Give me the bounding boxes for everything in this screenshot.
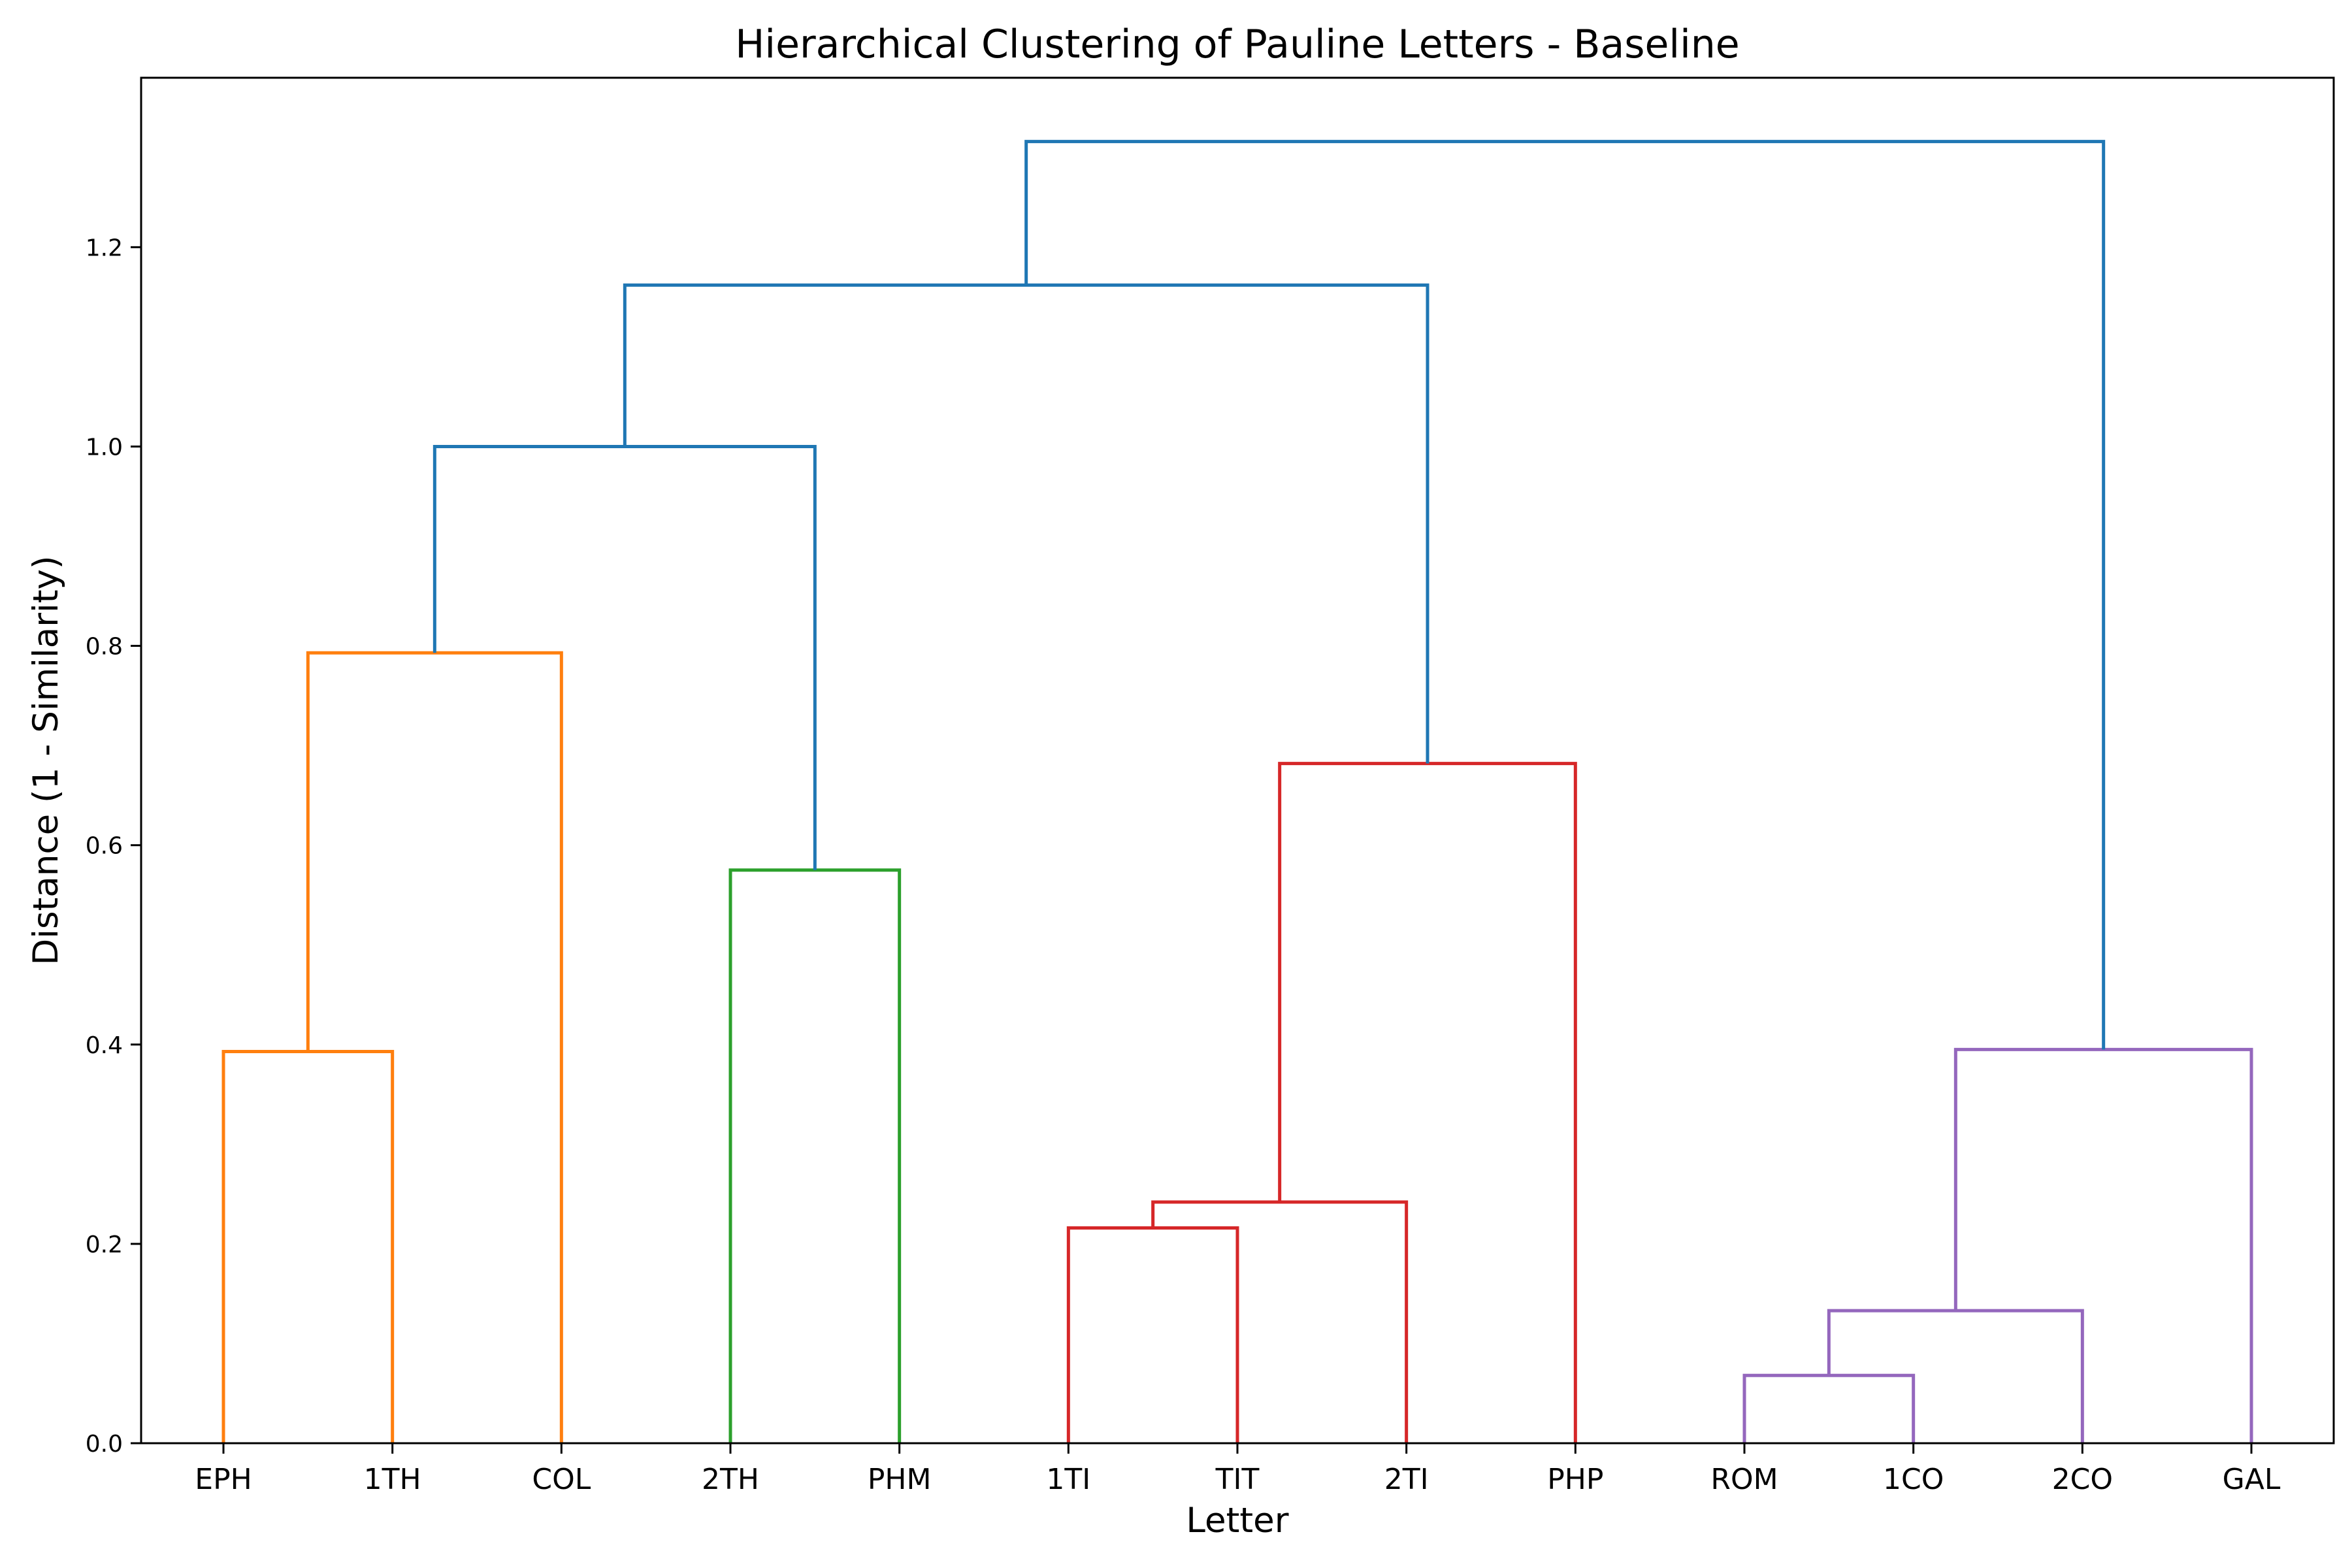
y-tick-label: 1.2 [86, 235, 123, 261]
y-tick-label: 0.6 [86, 833, 123, 860]
y-tick-label: 1.0 [86, 434, 123, 461]
dendrogram-link-2 [306, 651, 563, 1443]
dendrogram-links [221, 140, 2253, 1443]
dendrogram-link-7 [1278, 762, 1577, 1443]
y-tick-label: 0.4 [86, 1032, 123, 1059]
x-axis-ticks: EPH 1TH COL 2TH PHM 1TI TIT 2TI PHP ROM 1CO 2CO GAL [195, 1443, 2281, 1496]
chart-title: Hierarchical Clustering of Pauline Lette… [735, 22, 1739, 67]
y-tick-label: 0.0 [86, 1431, 123, 1458]
x-axis-label: Letter [1186, 1501, 1288, 1541]
y-axis-ticks: 0.0 0.2 0.4 0.6 0.8 1.0 1.2 [86, 235, 141, 1458]
leaf-label-2th: 2TH [702, 1463, 759, 1496]
y-axis-label: Distance (1 - Similarity) [26, 555, 66, 965]
dendrogram-link-4 [433, 444, 817, 870]
leaf-label-1ti: 1TI [1046, 1463, 1090, 1496]
dendrogram-link-6 [1151, 1200, 1409, 1443]
leaf-label-1th: 1TH [364, 1463, 421, 1496]
leaf-label-1co: 1CO [1883, 1463, 1944, 1496]
dendrogram-link-8 [623, 283, 1429, 764]
y-tick-label: 0.2 [86, 1232, 123, 1258]
leaf-label-eph: EPH [195, 1463, 252, 1496]
leaf-label-gal: GAL [2223, 1463, 2281, 1496]
leaf-label-2ti: 2TI [1384, 1463, 1429, 1496]
leaf-label-col: COL [532, 1463, 591, 1496]
dendrogram-link-1 [221, 1049, 395, 1443]
leaf-label-rom: ROM [1710, 1463, 1778, 1496]
leaf-label-php: PHP [1547, 1463, 1603, 1496]
leaf-label-phm: PHM [868, 1463, 932, 1496]
leaf-label-tit: TIT [1215, 1463, 1260, 1496]
y-tick-label: 0.8 [86, 634, 123, 661]
dendrogram-link-11 [1953, 1047, 2253, 1443]
dendrogram-link-12 [1024, 140, 2106, 1050]
leaf-label-2co: 2CO [2052, 1463, 2113, 1496]
